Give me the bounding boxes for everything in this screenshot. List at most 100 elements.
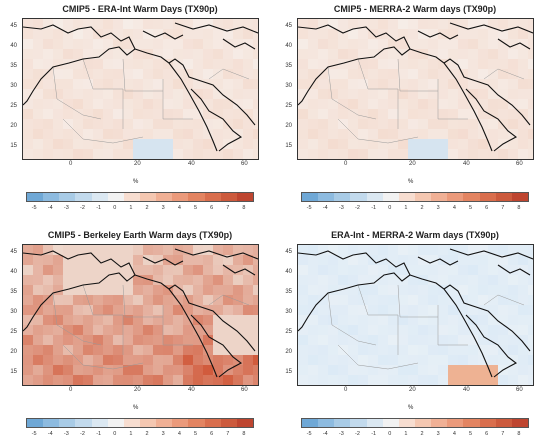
grid-cell	[213, 375, 223, 385]
grid-cell	[318, 315, 328, 325]
grid-cell	[488, 355, 498, 365]
grid-cell	[203, 79, 213, 89]
grid-cell	[63, 325, 73, 335]
grid-cell	[458, 89, 468, 99]
grid-cell	[318, 69, 328, 79]
grid-cell	[113, 149, 123, 159]
grid-cell	[318, 89, 328, 99]
grid-cell	[143, 295, 153, 305]
grid-cell	[498, 315, 508, 325]
grid-cell	[298, 285, 308, 295]
grid-cell	[468, 365, 478, 375]
grid-cell	[23, 335, 33, 345]
grid-cell	[103, 59, 113, 69]
grid-cell	[123, 99, 133, 109]
y-tick-label: 35	[285, 289, 292, 295]
grid-cell	[528, 39, 533, 49]
grid-cell	[183, 285, 193, 295]
grid-cell	[298, 355, 308, 365]
grid-cell	[448, 99, 458, 109]
grid-cell	[163, 285, 173, 295]
grid-cell	[83, 39, 93, 49]
grid-cell	[428, 99, 438, 109]
grid-cell	[498, 39, 508, 49]
grid-cell	[63, 129, 73, 139]
grid-cell	[133, 335, 143, 345]
grid-cell	[103, 295, 113, 305]
y-tick-label: 30	[285, 83, 292, 89]
grid-cell	[63, 375, 73, 385]
colorbar-tick-label: 5	[193, 205, 198, 211]
grid-cell	[73, 255, 83, 265]
grid-cell	[448, 49, 458, 59]
grid-cell	[298, 99, 308, 109]
grid-cell	[193, 365, 203, 375]
grid-cell	[113, 29, 123, 39]
grid-cell	[233, 29, 243, 39]
colorbar-tick-label: -3	[63, 431, 69, 437]
grid-cell	[233, 245, 243, 255]
grid-cell	[203, 255, 213, 265]
grid-cell	[358, 39, 368, 49]
grid-cell	[378, 275, 388, 285]
colorbar-tick-label: 4	[177, 431, 181, 437]
grid-cell	[468, 255, 478, 265]
grid-cell	[508, 139, 518, 149]
grid-cell	[73, 335, 83, 345]
grid-cell	[378, 119, 388, 129]
grid-cell	[518, 265, 528, 275]
grid-cell	[318, 255, 328, 265]
grid-cell	[308, 245, 318, 255]
grid-cell	[213, 265, 223, 275]
grid-cell	[83, 325, 93, 335]
grid-cell	[23, 295, 33, 305]
grid-cell	[23, 365, 33, 375]
grid-cell	[43, 305, 53, 315]
grid-cell	[163, 129, 173, 139]
grid-cell	[93, 59, 103, 69]
grid-cell	[123, 315, 133, 325]
grid-cell	[23, 375, 33, 385]
grid-cell	[113, 129, 123, 139]
grid-cell	[153, 315, 163, 325]
coastline	[174, 248, 258, 260]
grid-cell	[183, 119, 193, 129]
grid-cell	[163, 325, 173, 335]
grid-cell	[508, 365, 518, 375]
colorbar-swatch	[511, 193, 528, 201]
colorbar-tick-label: 6	[485, 205, 489, 211]
grid-cell	[478, 139, 488, 149]
coastline	[23, 250, 136, 332]
grid-cell	[468, 149, 478, 159]
map-area	[22, 18, 259, 160]
grid-cell	[418, 19, 428, 29]
grid-cell	[83, 315, 93, 325]
grid-cell	[163, 255, 173, 265]
grid-cell	[43, 149, 53, 159]
grid-cell	[388, 305, 398, 315]
grid-cell	[203, 119, 213, 129]
grid-cell	[378, 315, 388, 325]
grid-cell	[438, 365, 448, 375]
grid-cell	[528, 265, 533, 275]
grid-cell	[123, 305, 133, 315]
grid-cell	[213, 129, 223, 139]
grid-cell	[213, 285, 223, 295]
grid-cell	[153, 305, 163, 315]
grid-cell	[368, 39, 378, 49]
grid-cell	[223, 305, 233, 315]
grid-cell	[173, 355, 183, 365]
grid-cell	[438, 335, 448, 345]
colorbar-tick-label: -5	[306, 431, 312, 437]
grid-cell	[203, 375, 213, 385]
colorbar-tick-label: 0	[388, 205, 392, 211]
grid-cell	[518, 69, 528, 79]
grid-cell	[418, 245, 428, 255]
grid-cell	[183, 29, 193, 39]
grid-cell	[83, 375, 93, 385]
grid-cell	[408, 59, 418, 69]
grid-cell	[428, 325, 438, 335]
grid-cell	[388, 355, 398, 365]
grid-cell	[458, 355, 468, 365]
colorbar-tick-label: 3	[161, 205, 165, 211]
